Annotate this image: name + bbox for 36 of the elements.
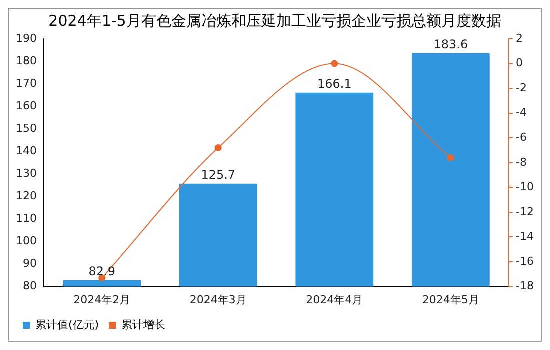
- y2-tick-label: -10: [516, 180, 534, 194]
- y2-tick-label: -6: [516, 130, 528, 144]
- y-tick-label: 160: [16, 99, 37, 112]
- y2-tick-label: 2: [516, 32, 524, 45]
- data-label: 166.1: [317, 76, 352, 91]
- y-tick-label: 80: [22, 280, 37, 293]
- y2-tick-label: -2: [516, 81, 527, 94]
- y2-tick-label: -8: [516, 156, 528, 169]
- data-label: 125.7: [201, 168, 236, 182]
- y-tick-label: 190: [16, 32, 37, 45]
- y2-tick-label: 0: [516, 56, 524, 70]
- point: [331, 60, 338, 68]
- legend-label: 累计值(亿元): [36, 318, 100, 332]
- x-tick-label: 2024年4月: [306, 293, 364, 306]
- y2-tick-label: -12: [516, 205, 534, 218]
- y-tick-label: 150: [16, 122, 37, 135]
- data-label: 183.6: [434, 38, 468, 52]
- y-tick-label: 120: [16, 190, 37, 203]
- y-tick-label: 180: [16, 54, 37, 68]
- x-tick-label: 2024年3月: [190, 293, 247, 306]
- y2-tick-label: -18: [516, 280, 534, 293]
- point: [214, 144, 222, 152]
- y-tick-label: 110: [16, 212, 37, 226]
- y-tick-label: 170: [16, 76, 37, 90]
- point: [447, 154, 454, 162]
- x-tick-label: 2024年5月: [422, 293, 480, 306]
- y2-tick-label: -14: [516, 230, 534, 244]
- y-tick-label: 90: [22, 257, 37, 270]
- x-tick-label: 2024年2月: [74, 293, 131, 306]
- y-tick-label: 140: [16, 144, 37, 158]
- chart-title: 2024年1-5月有色金属冶炼和压延加工业亏损企业亏损总额月度数据: [48, 12, 502, 30]
- y2-tick-label: -16: [516, 254, 534, 268]
- y-tick-label: 130: [16, 167, 37, 180]
- y-tick-label: 100: [16, 234, 37, 248]
- y2-tick-label: -4: [516, 106, 528, 120]
- legend-label: 累计增长: [122, 318, 166, 332]
